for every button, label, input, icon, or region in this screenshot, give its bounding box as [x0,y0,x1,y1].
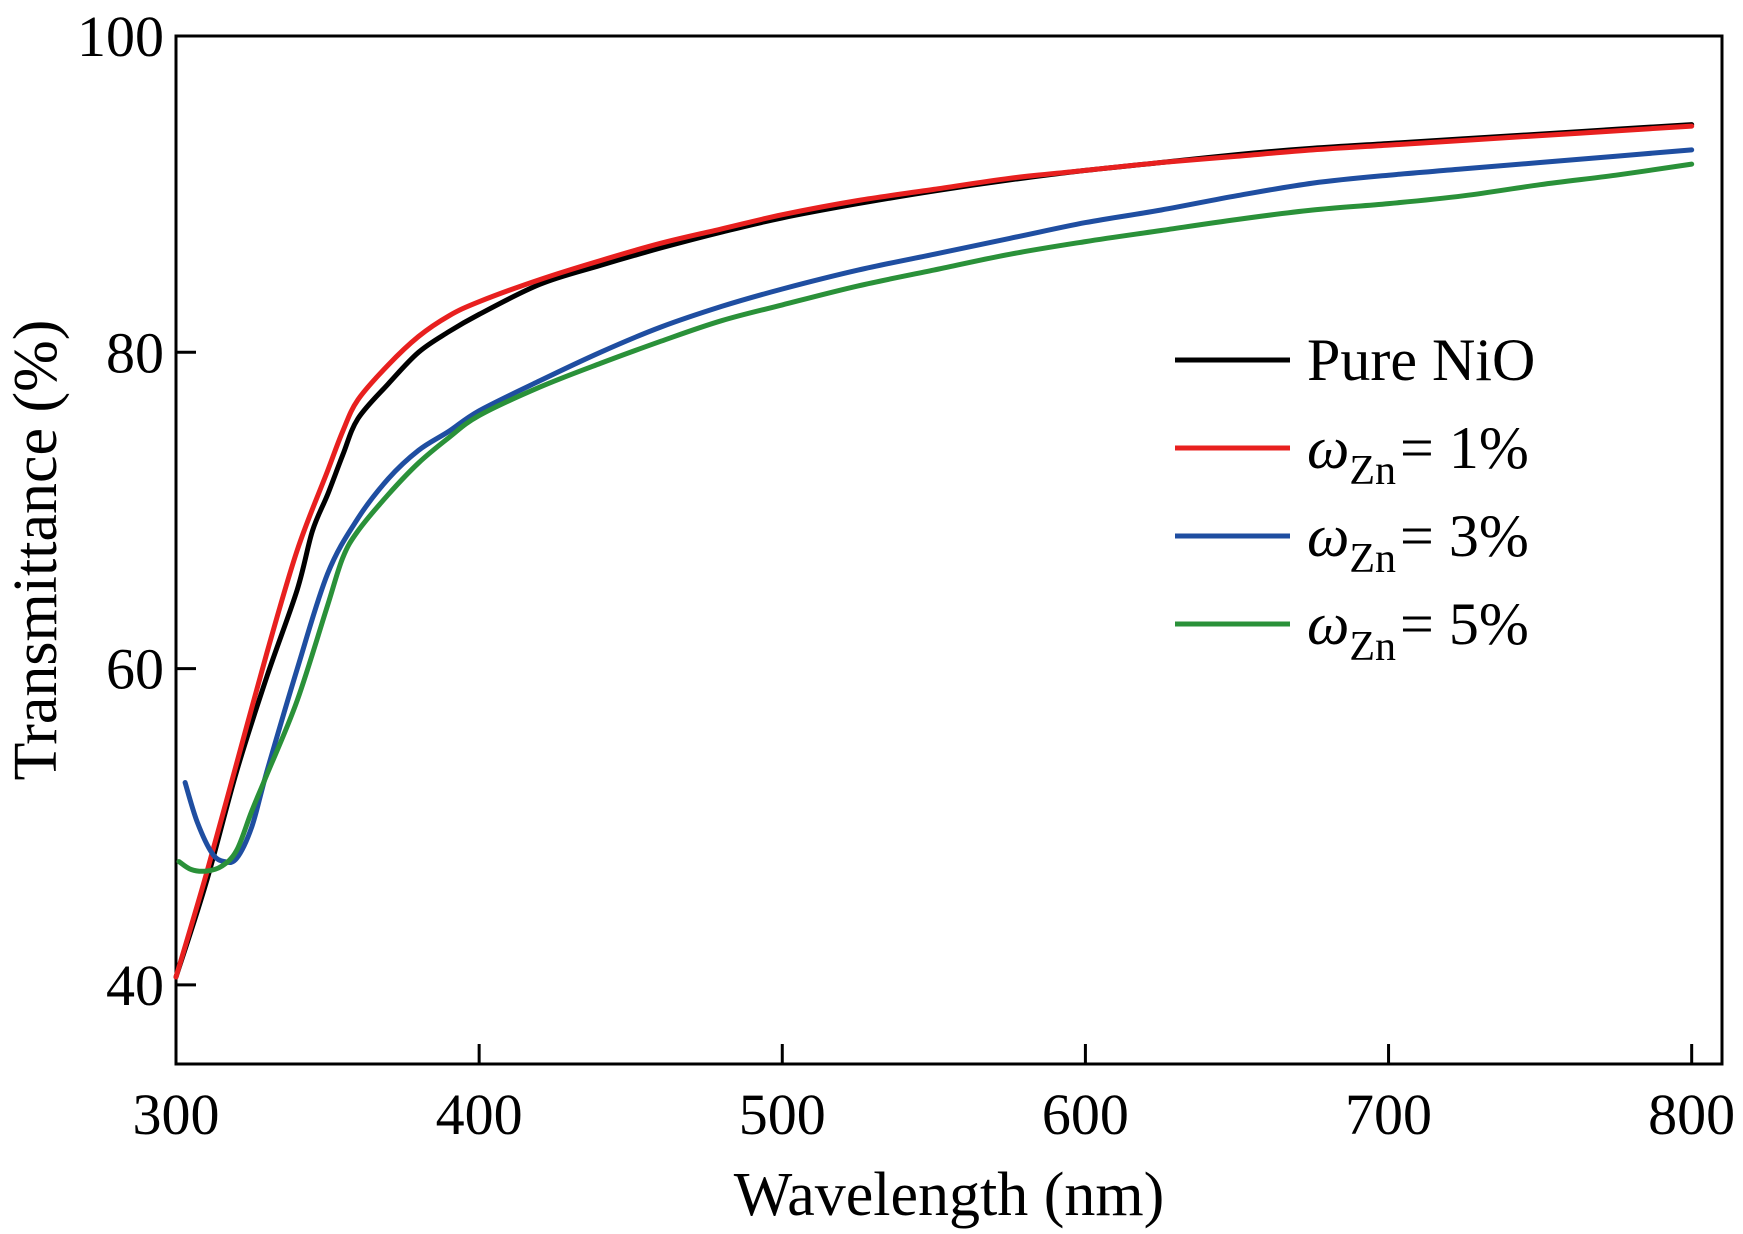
legend-label-2: ωZn= 3% [1307,503,1529,582]
legend-label-main: Pure NiO [1307,327,1535,393]
y-axis: 40 60 80 100 [77,4,196,1018]
legend-label-subscript: Zn [1349,536,1396,582]
legend-label-0: Pure NiO [1307,327,1535,393]
y-tick-label: 100 [77,4,164,69]
legend-label-tail: = 1% [1400,415,1529,481]
x-tick-label: 700 [1345,1082,1432,1147]
legend-label-subscript: Zn [1349,624,1396,670]
plot-area [173,34,1724,1066]
legend-label-main: ω [1307,591,1349,657]
x-tick-label: 500 [739,1082,826,1147]
series-line-2 [182,147,1695,865]
x-axis-title: Wavelength (nm) [734,1161,1165,1229]
series-layer [173,122,1695,980]
x-tick-label: 600 [1042,1082,1129,1147]
legend-label-1: ωZn= 1% [1307,415,1529,494]
x-tick-label: 800 [1648,1082,1735,1147]
x-tick-label: 300 [133,1082,220,1147]
x-axis: 300 400 500 600 700 800 [133,1044,1735,1147]
plot-frame [174,34,1724,1066]
y-tick-label: 60 [106,637,164,702]
legend-label-subscript: Zn [1349,448,1396,494]
legend-label-tail: = 5% [1400,591,1529,657]
y-tick-label: 40 [106,953,164,1018]
series-line-1 [173,123,1695,980]
y-axis-title: Transmittance (%) [2,320,70,781]
x-tick-label: 400 [436,1082,523,1147]
legend-label-main: ω [1307,415,1349,481]
y-tick-label: 80 [106,320,164,385]
legend-label-main: ω [1307,503,1349,569]
series-line-3 [176,161,1695,874]
legend-label-tail: = 3% [1400,503,1529,569]
legend-label-3: ωZn= 5% [1307,591,1529,670]
